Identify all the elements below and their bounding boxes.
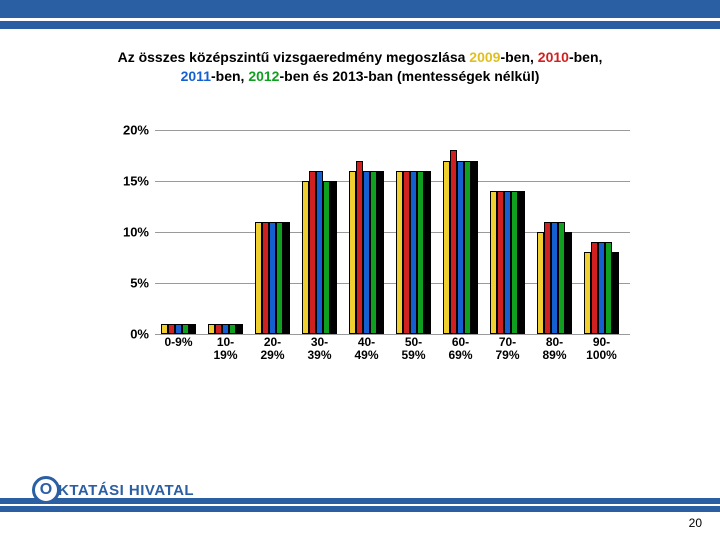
bar <box>208 324 215 334</box>
plot-area <box>155 130 630 334</box>
bar <box>189 324 196 334</box>
title-text: Az összes középszintű vizsgaeredmény meg… <box>118 49 470 65</box>
title-year-2011: 2011 <box>181 68 211 84</box>
bar <box>504 191 511 334</box>
bar <box>544 222 551 334</box>
logo-circle-icon: O <box>32 476 60 504</box>
bar <box>497 191 504 334</box>
logo-text: KTATÁSI HIVATAL <box>58 482 194 499</box>
bar <box>591 242 598 334</box>
x-tick-label: 50-59% <box>401 336 425 362</box>
y-tick-label: 20% <box>123 123 149 138</box>
y-tick-label: 10% <box>123 225 149 240</box>
bar <box>511 191 518 334</box>
bar-group <box>202 130 249 334</box>
bar <box>356 161 363 334</box>
title-year-2013: 2013 <box>332 68 363 84</box>
bar <box>168 324 175 334</box>
bar <box>229 324 236 334</box>
bar-group <box>531 130 578 334</box>
x-tick-label: 30-39% <box>307 336 331 362</box>
chart-title: Az összes középszintű vizsgaeredmény meg… <box>0 48 720 86</box>
bar <box>302 181 309 334</box>
bar <box>269 222 276 334</box>
bar <box>471 161 478 334</box>
logo: O KTATÁSI HIVATAL <box>32 476 194 504</box>
bar <box>450 150 457 334</box>
x-tick-label: 60-69% <box>448 336 472 362</box>
x-tick-label: 70-79% <box>495 336 519 362</box>
page-number: 20 <box>689 516 702 530</box>
bar <box>276 222 283 334</box>
bar <box>443 161 450 334</box>
bar <box>410 171 417 334</box>
bar <box>175 324 182 334</box>
bar <box>182 324 189 334</box>
bar <box>255 222 262 334</box>
x-tick-label: 80-89% <box>542 336 566 362</box>
bar-group <box>390 130 437 334</box>
bar-group <box>249 130 296 334</box>
x-tick-label: 0-9% <box>164 336 192 349</box>
bar-group <box>343 130 390 334</box>
bar <box>316 171 323 334</box>
bar <box>161 324 168 334</box>
bar <box>612 252 619 334</box>
bar <box>417 171 424 334</box>
bar <box>377 171 384 334</box>
x-tick-label: 40-49% <box>354 336 378 362</box>
y-axis: 0%5%10%15%20% <box>110 130 155 334</box>
bar <box>236 324 243 334</box>
bar <box>551 222 558 334</box>
x-tick-label: 10-19% <box>213 336 237 362</box>
bar <box>262 222 269 334</box>
bar-group <box>484 130 531 334</box>
bar <box>330 181 337 334</box>
title-year-2012: 2012 <box>248 68 279 84</box>
bar <box>518 191 525 334</box>
title-year-2010: 2010 <box>538 49 569 65</box>
bar-group <box>155 130 202 334</box>
bar <box>323 181 330 334</box>
header-band <box>0 0 720 29</box>
bar-group <box>578 130 625 334</box>
bar <box>424 171 431 334</box>
bar <box>215 324 222 334</box>
bar <box>396 171 403 334</box>
bar <box>283 222 290 334</box>
y-tick-label: 15% <box>123 174 149 189</box>
bar-chart: 0%5%10%15%20% 0-9%10-19%20-29%30-39%40-4… <box>110 130 630 370</box>
bar <box>565 232 572 334</box>
bar <box>490 191 497 334</box>
bar <box>584 252 591 334</box>
bar <box>363 171 370 334</box>
y-tick-label: 5% <box>130 276 149 291</box>
bar <box>370 171 377 334</box>
bar-group <box>437 130 484 334</box>
bar-group <box>296 130 343 334</box>
title-year-2009: 2009 <box>469 49 500 65</box>
bar <box>403 171 410 334</box>
x-tick-label: 20-29% <box>260 336 284 362</box>
bar <box>537 232 544 334</box>
x-axis: 0-9% 10-19% 20-29% 30-39% 40-49% 50-59% 60-69%… <box>155 334 630 370</box>
bar <box>464 161 471 334</box>
bar <box>349 171 356 334</box>
bar <box>605 242 612 334</box>
bar <box>222 324 229 334</box>
bar <box>309 171 316 334</box>
y-tick-label: 0% <box>130 327 149 342</box>
x-tick-label: 90-100% <box>586 336 617 362</box>
bar <box>598 242 605 334</box>
bar <box>558 222 565 334</box>
bar <box>457 161 464 334</box>
